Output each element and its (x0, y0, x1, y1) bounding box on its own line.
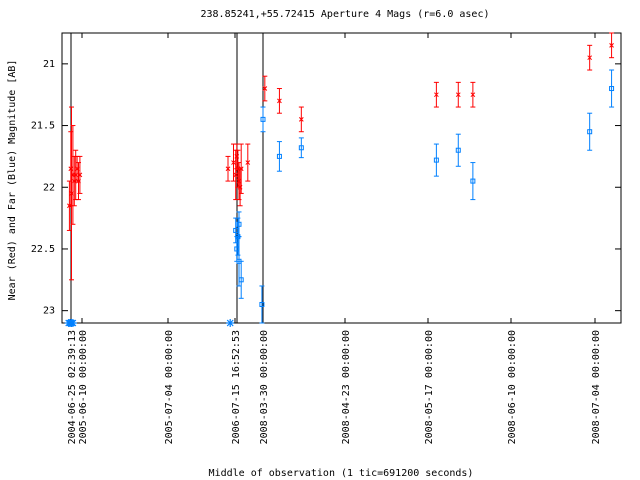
x-tick-label: 2008-03-30 00:00:00 (259, 330, 270, 444)
star-stroke (226, 319, 234, 327)
x-tick-label: 2005-06-10 00:00:00 (78, 330, 89, 444)
marker-square (259, 301, 265, 307)
x-tick-label: 2005-07-04 00:00:00 (164, 330, 175, 444)
data-point (587, 44, 593, 71)
data-point (70, 125, 76, 225)
chart-title: 238.85241,+55.72415 Aperture 4 Mags (r=6… (201, 9, 490, 20)
y-tick-label: 22 (43, 182, 55, 193)
marker-square (609, 86, 615, 92)
x-axis-label: Middle of observation (1 tic=691200 seco… (209, 468, 474, 479)
data-marks (64, 32, 615, 327)
y-tick-label: 22.5 (31, 244, 55, 255)
upper-limit-marker (68, 319, 77, 327)
data-point (259, 285, 265, 324)
data-point (225, 155, 231, 182)
data-point (587, 112, 593, 151)
x-tick-label: 2008-05-17 00:00:00 (424, 330, 435, 444)
y-axis: 21 21.5 22 22.5 23 (31, 59, 621, 317)
marker-x (245, 160, 251, 165)
x-tick-label: 2008-07-04 00:00:00 (591, 330, 602, 444)
marker-x (68, 166, 74, 172)
x-tick-label: 2004-06-25 02:39:13 (67, 330, 78, 444)
data-point (298, 106, 304, 133)
data-point (276, 88, 282, 114)
data-point (71, 155, 77, 207)
marker-x (298, 117, 304, 122)
marker-square (276, 153, 282, 159)
data-point (298, 137, 304, 159)
marker-x (470, 92, 476, 98)
data-point (609, 32, 615, 59)
marker-x (434, 92, 439, 98)
data-point (276, 141, 282, 172)
marker-x (238, 166, 244, 172)
marker-square (455, 147, 461, 153)
marker-x (233, 172, 239, 178)
data-point (260, 106, 266, 133)
data-point (470, 162, 476, 201)
marker-x (77, 172, 83, 178)
x-tick-label: 2008-06-10 00:00:00 (507, 330, 518, 444)
marker-square (298, 145, 304, 151)
data-point (238, 260, 244, 299)
marker-square (260, 116, 266, 122)
marker-square (470, 178, 476, 184)
data-point (455, 81, 461, 108)
plot-area (61, 32, 622, 324)
marker-square (587, 129, 593, 135)
y-tick-label: 21.5 (31, 121, 55, 132)
data-point (609, 69, 615, 108)
segment-dividers (70, 33, 264, 323)
y-axis-label: Near (Red) and Far (Blue) Magnitude [AB] (7, 60, 18, 301)
data-point (245, 143, 251, 182)
x-tick-label: 2008-04-23 00:00:00 (341, 330, 352, 444)
data-point (77, 155, 83, 194)
upper-limit-marker (226, 319, 235, 327)
marker-x (262, 86, 268, 91)
marker-x (225, 166, 231, 172)
marker-square (236, 221, 242, 227)
marker-x (231, 160, 236, 165)
x-tick-label: 2006-07-15 16:52:53 (231, 330, 242, 444)
y-tick-label: 23 (43, 306, 55, 317)
data-point (470, 81, 476, 108)
data-point (455, 133, 461, 167)
marker-x (587, 55, 593, 61)
marker-square (433, 157, 439, 163)
star-stroke (69, 319, 77, 327)
data-point (262, 75, 268, 102)
data-point (433, 143, 439, 177)
data-point (433, 81, 439, 108)
y-tick-label: 21 (43, 59, 55, 70)
x-axis: 2004-06-25 02:39:13 2005-06-10 00:00:00 20… (67, 33, 602, 444)
marker-square (238, 277, 244, 283)
data-point (238, 143, 244, 194)
marker-x (609, 42, 614, 48)
marker-x (455, 92, 461, 98)
marker-x (277, 98, 282, 104)
